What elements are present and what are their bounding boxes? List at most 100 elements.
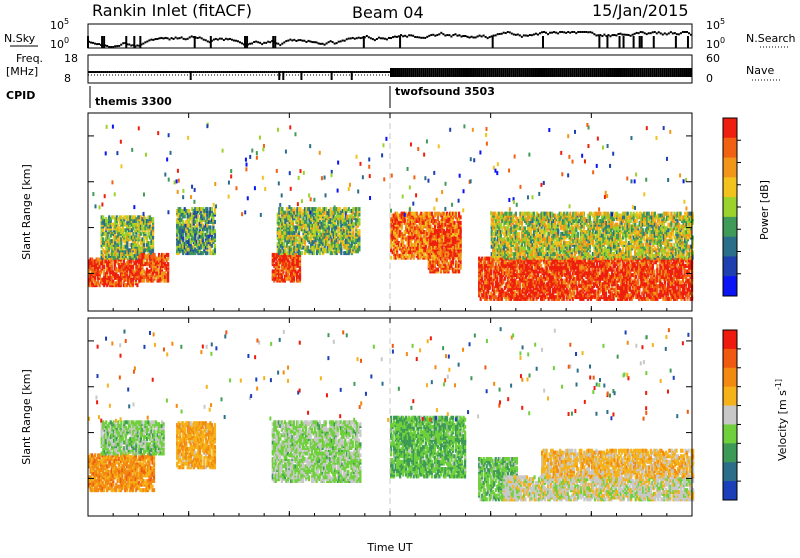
- freq-block: [589, 68, 591, 77]
- freq-point: [120, 71, 122, 73]
- freq-point: [261, 71, 263, 73]
- freq-point: [235, 71, 237, 73]
- heatmap-cell: [167, 253, 169, 257]
- freq-point: [205, 71, 207, 73]
- freq-block: [460, 68, 462, 77]
- freq-block: [690, 68, 692, 77]
- nsky-point: [340, 40, 342, 42]
- freq-point: [384, 71, 386, 73]
- nsky-point: [223, 39, 225, 41]
- nsky-point: [428, 35, 430, 37]
- nsky-point: [547, 33, 549, 35]
- freq-block: [648, 68, 650, 77]
- freq-block: [650, 68, 652, 77]
- nsky-point: [638, 32, 640, 34]
- nsky-point: [346, 38, 348, 40]
- nsky-point: [442, 33, 444, 35]
- heatmap-cell: [188, 220, 190, 224]
- heatmap-cell: [455, 212, 457, 216]
- freq-block: [497, 68, 499, 77]
- nsky-point: [179, 37, 181, 39]
- freq-block: [396, 68, 398, 77]
- nsky-point: [303, 40, 305, 42]
- nsky-point: [330, 40, 332, 42]
- freq-block: [521, 68, 523, 77]
- nsky-point: [458, 34, 460, 36]
- heatmap-cell: [516, 269, 518, 273]
- freq-block: [483, 68, 485, 77]
- nsky-point: [295, 40, 297, 42]
- freq-point: [152, 71, 154, 73]
- freq-block: [537, 68, 539, 77]
- freq-point: [370, 71, 372, 73]
- freq-point: [207, 71, 209, 73]
- nsky-point: [320, 43, 322, 45]
- nave-tick-low: 0: [706, 72, 713, 85]
- freq-block: [481, 68, 483, 77]
- nsky-point: [591, 32, 593, 34]
- freq-block: [515, 68, 517, 77]
- nsky-point: [152, 39, 154, 41]
- nsky-point: [432, 34, 434, 36]
- freq-point: [128, 71, 130, 73]
- nsky-point: [607, 34, 609, 36]
- freq-point: [265, 71, 267, 73]
- nsky-point: [241, 42, 243, 44]
- freq-block: [436, 68, 438, 77]
- freq-block: [467, 68, 469, 77]
- freq-point: [183, 71, 185, 73]
- freq-point: [275, 71, 277, 73]
- nsky-point: [285, 40, 287, 42]
- heatmap-cell: [188, 209, 190, 213]
- nsky-point: [366, 35, 368, 37]
- nsky-point: [686, 31, 688, 33]
- freq-point: [130, 71, 132, 73]
- nsky-point: [642, 31, 644, 33]
- nsky-point: [110, 46, 112, 48]
- freq-point: [231, 71, 233, 73]
- nsky-point: [390, 37, 392, 39]
- nsky-point: [426, 36, 428, 38]
- freq-point: [334, 71, 336, 73]
- heatmap-cell: [209, 225, 211, 229]
- nsky-point: [279, 44, 281, 46]
- freq-block: [541, 68, 543, 77]
- nsky-point: [412, 35, 414, 37]
- heatmap-cell: [214, 229, 216, 233]
- nsky-point: [231, 39, 233, 41]
- freq-point: [150, 71, 152, 73]
- nsky-tick-low: 100: [50, 36, 69, 51]
- freq-point: [110, 71, 112, 73]
- nsky-point: [169, 38, 171, 40]
- freq-block: [485, 68, 487, 77]
- freq-block: [450, 68, 452, 77]
- freq-point: [342, 71, 344, 73]
- freq-block: [603, 68, 605, 77]
- nsky-point: [207, 40, 209, 42]
- heatmap-cell: [459, 264, 461, 268]
- heatmap-cell: [358, 229, 360, 233]
- nsky-point: [511, 33, 513, 35]
- heatmap-cell: [293, 277, 295, 281]
- freq-block: [452, 68, 454, 77]
- heatmap-cell: [458, 212, 460, 216]
- freq-point: [360, 71, 362, 73]
- freq-block: [473, 68, 475, 77]
- heatmap-cell: [504, 277, 506, 281]
- freq-block: [613, 68, 615, 77]
- heatmap-cell: [304, 240, 306, 244]
- nsky-point: [197, 37, 199, 39]
- freq-point: [318, 71, 320, 73]
- nsky-point: [456, 35, 458, 37]
- freq-block: [410, 68, 412, 77]
- freq-point: [114, 71, 116, 73]
- freq-block: [493, 68, 495, 77]
- freq-block: [418, 68, 420, 77]
- nsky-point: [376, 38, 378, 40]
- nsky-point: [543, 31, 545, 33]
- nsky-point: [158, 37, 160, 39]
- nsky-point: [422, 37, 424, 39]
- nsky-point: [372, 38, 374, 40]
- heatmap-cell: [301, 251, 303, 255]
- heatmap-cell: [99, 283, 101, 287]
